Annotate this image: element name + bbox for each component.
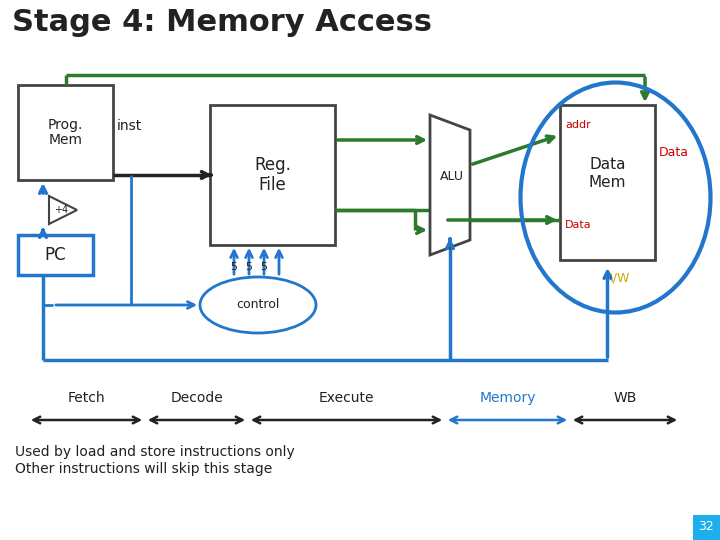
Text: Execute: Execute [319,391,374,405]
Text: 5: 5 [246,262,253,272]
Text: +4: +4 [54,205,68,215]
Text: File: File [258,176,287,194]
Text: inst: inst [117,119,143,133]
Text: ALU: ALU [440,171,464,184]
FancyBboxPatch shape [693,515,720,540]
Text: Decode: Decode [170,391,223,405]
FancyBboxPatch shape [18,235,93,275]
Text: Stage 4: Memory Access: Stage 4: Memory Access [12,8,432,37]
Text: 32: 32 [698,521,714,534]
Text: Mem: Mem [589,175,626,190]
FancyBboxPatch shape [18,85,113,180]
Text: addr: addr [565,120,590,130]
Text: Used by load and store instructions only: Used by load and store instructions only [15,445,294,459]
Text: Other instructions will skip this stage: Other instructions will skip this stage [15,462,272,476]
Ellipse shape [200,277,316,333]
Text: Data: Data [589,157,626,172]
Text: Data: Data [565,220,592,230]
Polygon shape [430,115,470,255]
Text: Prog.: Prog. [48,118,84,132]
Text: Fetch: Fetch [68,391,105,405]
Text: Data: Data [659,146,689,159]
Text: 5: 5 [261,262,268,272]
Text: control: control [236,299,279,312]
Text: Reg.: Reg. [254,156,291,174]
Text: PC: PC [45,246,66,264]
Text: 5: 5 [230,262,238,272]
Text: Memory: Memory [480,391,536,405]
Text: Mem: Mem [48,133,83,147]
Text: WB: WB [613,391,636,405]
Text: R/W: R/W [605,272,630,285]
FancyBboxPatch shape [210,105,335,245]
Polygon shape [49,196,77,224]
FancyBboxPatch shape [560,105,655,260]
